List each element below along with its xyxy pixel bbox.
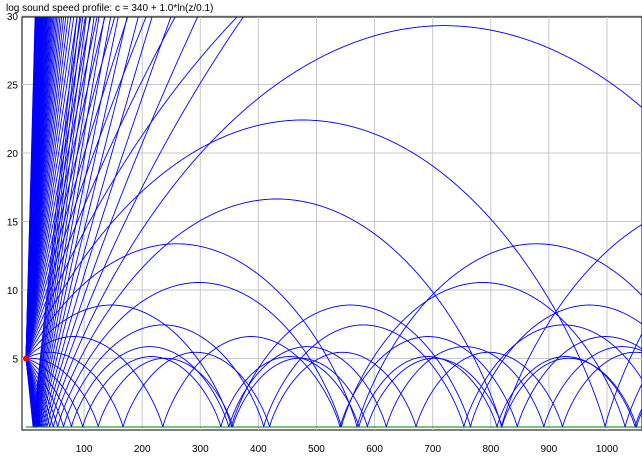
ray-path — [25, 17, 199, 429]
ray-paths — [25, 17, 642, 429]
ray-path — [25, 17, 244, 427]
y-tick-label: 25 — [7, 81, 19, 92]
ray-path — [25, 119, 642, 429]
plot-area — [21, 16, 642, 431]
ray-path — [25, 17, 100, 429]
ray-path — [25, 17, 78, 359]
chart-title: log sound speed profile: c = 340 + 1.0*l… — [6, 3, 214, 14]
ray-path — [25, 346, 642, 429]
ray-path — [25, 17, 119, 427]
y-tick-label: 20 — [7, 149, 19, 160]
source-point — [23, 355, 29, 362]
ray-path — [25, 17, 176, 359]
ray-path — [25, 17, 106, 359]
ray-path — [25, 198, 642, 429]
x-tick-label: 900 — [541, 444, 558, 455]
ray-path — [25, 17, 129, 359]
ray-path — [25, 17, 92, 359]
x-tick-label: 500 — [308, 444, 325, 455]
x-tick-label: 200 — [134, 444, 151, 455]
ray-path — [25, 25, 642, 428]
y-axis-ticks: 5 10 15 20 25 30 — [7, 12, 19, 366]
y-tick-label: 5 — [12, 355, 18, 366]
ray-path — [25, 17, 82, 359]
ray-path — [25, 17, 153, 427]
x-tick-label: 600 — [366, 444, 383, 455]
ray-path — [25, 356, 642, 429]
ray-path — [25, 17, 238, 359]
ray-path — [25, 243, 642, 429]
ray-path — [25, 17, 172, 428]
ray-path — [25, 282, 642, 428]
ray-path — [25, 17, 36, 359]
ray-path — [25, 17, 86, 359]
y-tick-label: 15 — [7, 218, 19, 229]
x-axis-ticks: 100 200 300 400 500 600 700 800 900 1000 — [76, 444, 619, 455]
x-tick-label: 100 — [76, 444, 93, 455]
ray-path — [25, 17, 112, 427]
ray-path — [25, 17, 105, 427]
x-tick-label: 400 — [250, 444, 267, 455]
ray-path — [25, 324, 642, 429]
ray-path — [25, 17, 116, 359]
ray-path — [25, 17, 75, 359]
ray-path — [25, 17, 128, 427]
ray-path — [25, 351, 642, 428]
ray-path — [25, 17, 147, 359]
ray-path — [25, 304, 642, 429]
y-tick-label: 10 — [7, 286, 19, 297]
x-tick-label: 1000 — [596, 444, 619, 455]
ray-path — [25, 17, 98, 359]
y-tick-label: 30 — [7, 12, 19, 23]
ray-path — [25, 336, 642, 428]
x-tick-label: 800 — [482, 444, 499, 455]
x-tick-label: 300 — [192, 444, 209, 455]
x-tick-label: 700 — [424, 444, 441, 455]
